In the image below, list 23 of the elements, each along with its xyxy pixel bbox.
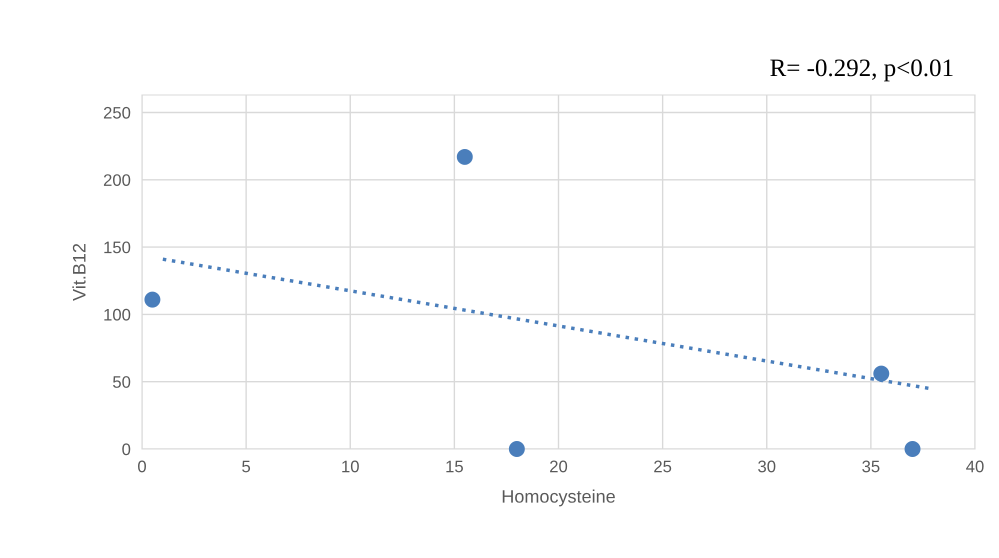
x-tick-label: 25: [654, 460, 672, 472]
y-tick-label: 250: [104, 106, 130, 119]
point: [456, 148, 473, 165]
point: [904, 441, 921, 457]
y-axis-title: Vit.B12: [72, 244, 86, 301]
point: [873, 366, 890, 382]
x-tick-label: 0: [138, 460, 146, 472]
x-axis-title: Homocysteine: [502, 490, 615, 506]
x-tick-label: 20: [550, 460, 568, 472]
y-tick-label: 200: [104, 174, 130, 186]
point: [144, 292, 160, 308]
x-tick-label: 30: [758, 460, 776, 472]
y-tick-label: 150: [104, 242, 130, 254]
y-tick-label: 100: [104, 308, 130, 321]
y-tick-label: 0: [122, 443, 130, 456]
x-tick-label: 15: [446, 460, 463, 472]
x-tick-label: 40: [966, 460, 984, 472]
y-tick-label: 50: [113, 376, 130, 388]
x-tick-label: 5: [242, 460, 250, 472]
text: R= -0.292, p<0.01: [770, 59, 953, 82]
x-tick-label: 35: [862, 460, 880, 472]
point: [508, 441, 525, 457]
x-tick-label: 10: [342, 460, 359, 472]
